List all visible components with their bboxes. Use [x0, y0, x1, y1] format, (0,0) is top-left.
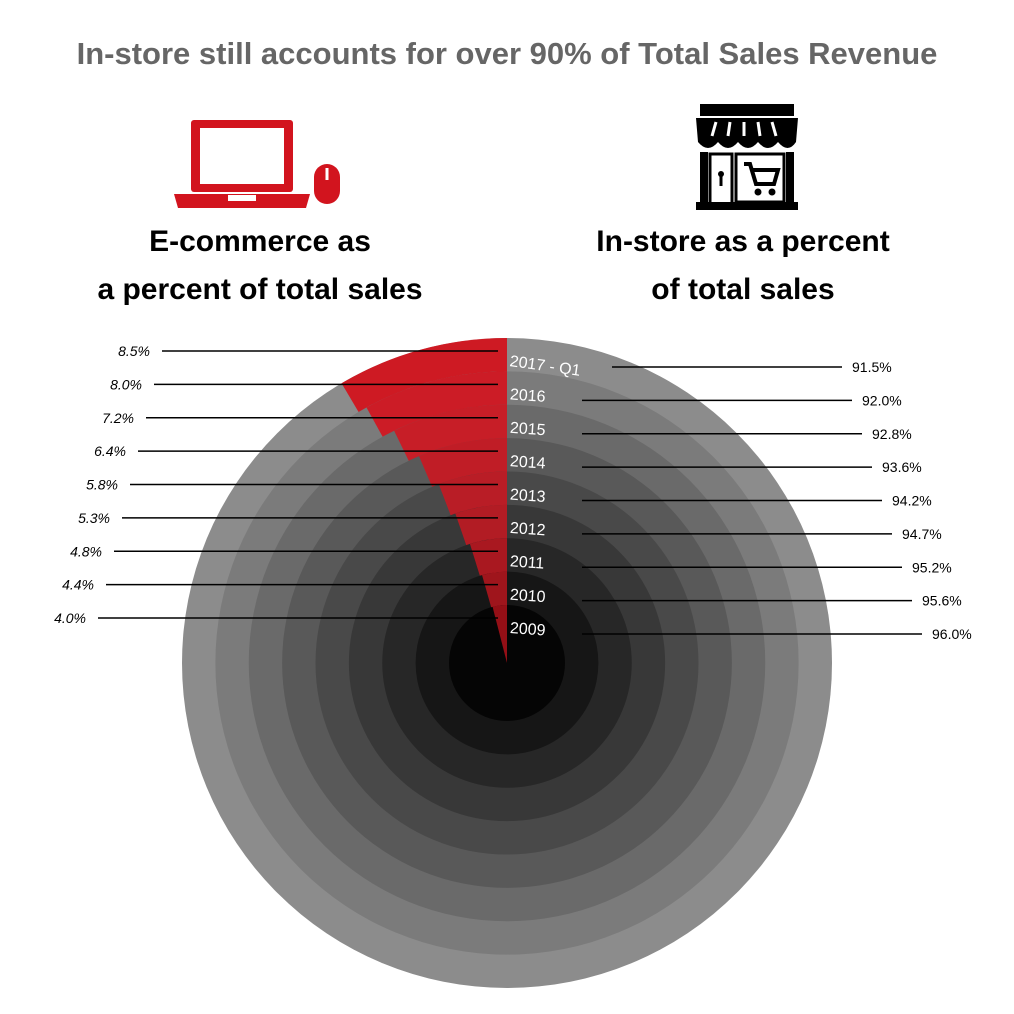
year-label: 2016 — [509, 386, 546, 405]
instore-value-label: 94.7% — [902, 526, 942, 542]
instore-value-label: 93.6% — [882, 459, 922, 475]
year-label: 2009 — [509, 620, 546, 639]
ecommerce-value-label: 4.0% — [54, 610, 86, 626]
instore-value-label: 92.8% — [872, 426, 912, 442]
instore-value-label: 95.6% — [922, 593, 962, 609]
ecommerce-value-label: 5.8% — [86, 477, 118, 493]
ecommerce-wedge-2009 — [492, 605, 507, 663]
ecommerce-value-label: 8.0% — [110, 376, 142, 392]
year-label: 2013 — [509, 487, 546, 506]
instore-heading: In-store as a percent of total sales — [523, 218, 963, 314]
instore-value-label: 94.2% — [892, 493, 932, 509]
ecommerce-heading: E-commerce as a percent of total sales — [40, 218, 480, 314]
instore-value-label: 95.2% — [912, 559, 952, 575]
ecommerce-heading-line-1: E-commerce as — [149, 225, 371, 258]
ecommerce-heading-line-2: a percent of total sales — [97, 273, 423, 306]
year-label: 2014 — [509, 453, 546, 472]
ecommerce-value-label: 7.2% — [102, 410, 134, 426]
storefront-cart-icon — [696, 104, 798, 210]
laptop-mouse-icon — [174, 120, 340, 208]
chart-title: In-store still accounts for over 90% of … — [76, 36, 938, 71]
year-label: 2015 — [509, 420, 546, 439]
ecommerce-value-label: 4.8% — [70, 543, 102, 559]
year-label: 2010 — [509, 587, 546, 606]
instore-value-label: 96.0% — [932, 626, 972, 642]
ecommerce-value-label: 6.4% — [94, 443, 126, 459]
instore-heading-line-1: In-store as a percent — [596, 225, 890, 258]
ecommerce-value-label: 5.3% — [78, 510, 110, 526]
instore-heading-line-2: of total sales — [651, 273, 835, 306]
year-label: 2012 — [509, 520, 546, 539]
year-label: 2011 — [509, 553, 545, 572]
ecommerce-value-label: 4.4% — [62, 577, 94, 593]
instore-value-label: 91.5% — [852, 359, 892, 375]
ecommerce-value-label: 8.5% — [118, 343, 150, 359]
instore-value-label: 92.0% — [862, 392, 902, 408]
